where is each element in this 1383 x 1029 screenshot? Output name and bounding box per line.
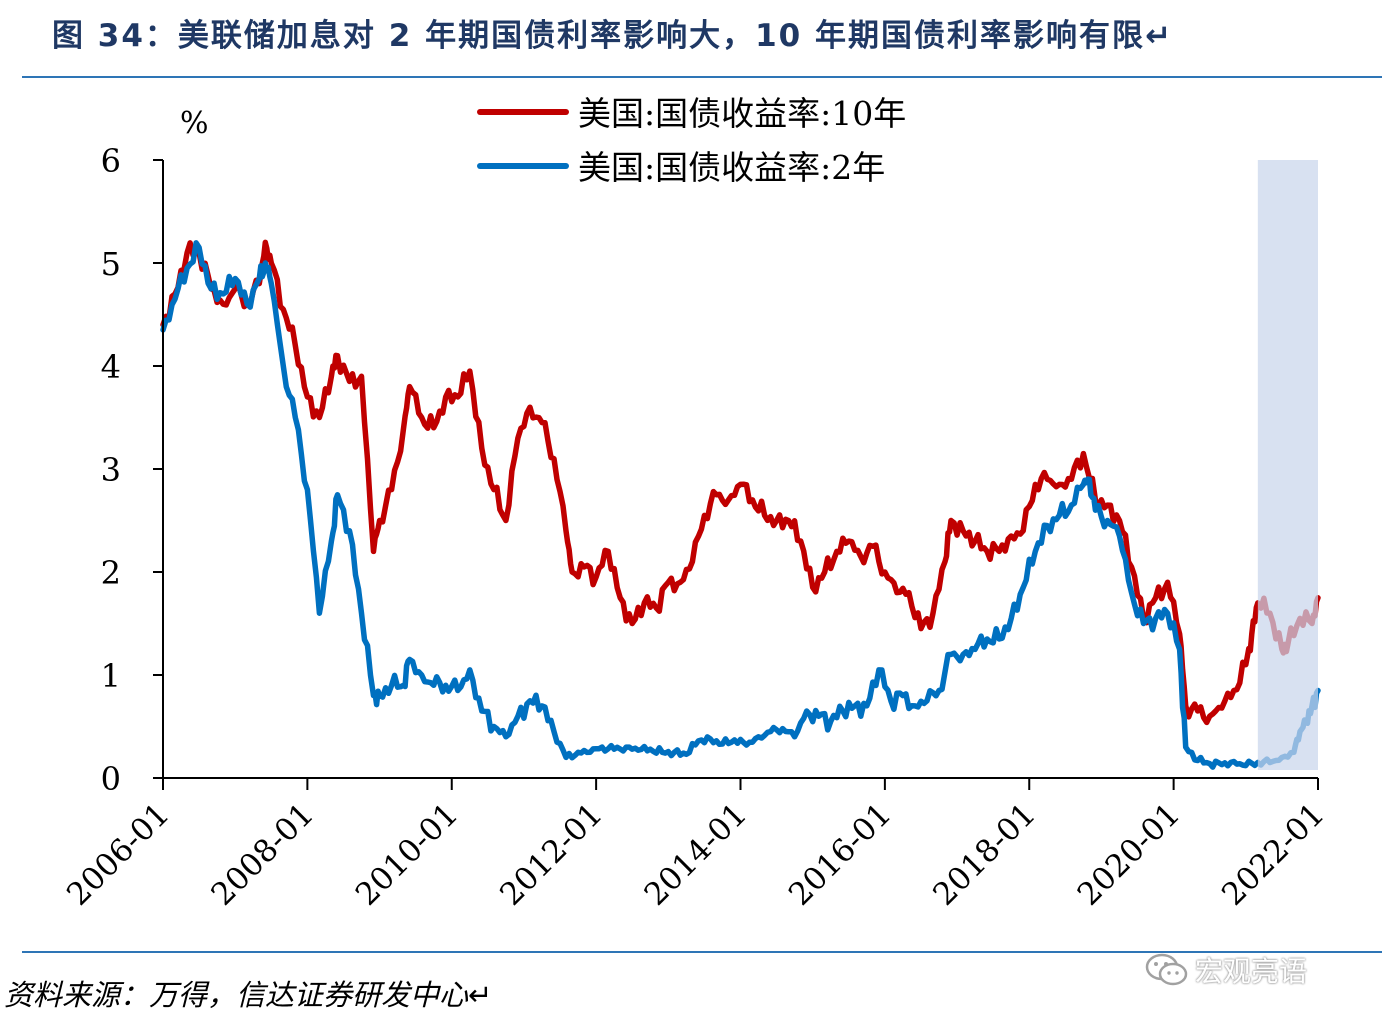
series-line-2y bbox=[160, 240, 1321, 770]
x-tick-label: 2016-01 bbox=[782, 796, 899, 913]
legend-label: 美国:国债收益率:2年 bbox=[578, 148, 885, 187]
series-layer bbox=[160, 239, 1321, 770]
y-tick-label: 1 bbox=[101, 657, 121, 695]
legend-label: 美国:国债收益率:10年 bbox=[578, 94, 906, 133]
watermark-text: 宏观亮语 bbox=[1195, 955, 1308, 988]
x-tick-label: 2022-01 bbox=[1215, 796, 1332, 913]
x-tick-label: 2010-01 bbox=[349, 796, 466, 913]
wechat-icon bbox=[1145, 953, 1188, 986]
y-tick-label: 5 bbox=[101, 245, 121, 283]
x-tick-label: 2018-01 bbox=[926, 796, 1043, 913]
title-divider bbox=[22, 76, 1382, 78]
x-tick-label: 2008-01 bbox=[204, 796, 321, 913]
y-tick-label: 0 bbox=[101, 760, 121, 798]
y-tick-label: 2 bbox=[101, 554, 121, 592]
x-tick-label: 2012-01 bbox=[493, 796, 610, 913]
highlight-band bbox=[1257, 160, 1318, 770]
watermark: 宏观亮语 bbox=[1145, 948, 1307, 992]
y-axis-label: % bbox=[180, 106, 209, 141]
y-tick-label: 6 bbox=[101, 142, 121, 180]
x-tick-label: 2006-01 bbox=[60, 796, 177, 913]
axis-layer: 0 1 2 3 4 5 6% 2006-01 2008-01 2010-01 2012-01 2014… bbox=[60, 106, 1332, 913]
x-tick-label: 2014-01 bbox=[638, 796, 755, 913]
chart-title: 图 34：美联储加息对 2 年期国债利率影响大，10 年期国债利率影响有限↵ bbox=[52, 18, 1173, 54]
x-tick-label: 2020-01 bbox=[1071, 796, 1188, 913]
highlight-band-layer bbox=[1257, 160, 1318, 770]
chart: 0 1 2 3 4 5 6% 2006-01 2008-01 2010-01 2012-01 2014… bbox=[60, 94, 1332, 913]
y-tick-label: 3 bbox=[101, 451, 121, 489]
source-note: 资料来源：万得，信达证券研发中心↵ bbox=[4, 978, 493, 1012]
series-line-10y bbox=[160, 239, 1321, 726]
footer-divider bbox=[22, 951, 1382, 953]
y-tick-label: 4 bbox=[101, 348, 121, 386]
